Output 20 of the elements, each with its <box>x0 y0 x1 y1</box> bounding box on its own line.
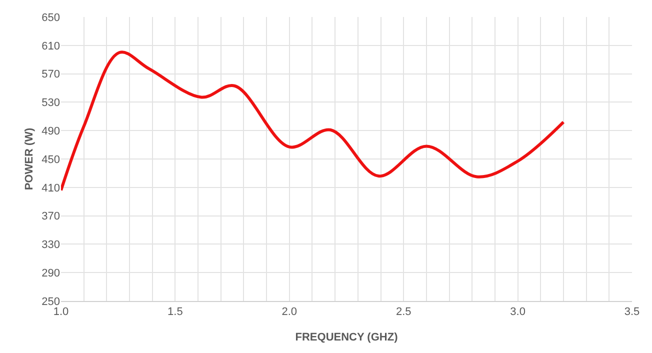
y-tick-label: 410 <box>42 182 60 194</box>
y-tick-label: 490 <box>42 125 60 138</box>
line-series <box>61 50 565 192</box>
x-tick-label: 3.5 <box>624 306 640 318</box>
y-tick-label: 290 <box>42 267 60 280</box>
y-tick-label: 450 <box>42 154 60 166</box>
y-tick-label: 370 <box>42 210 60 223</box>
x-tick-label: 1.5 <box>168 306 183 318</box>
y-tick-label: 330 <box>42 239 60 252</box>
y-tick-label: 650 <box>42 12 60 24</box>
x-tick-label: 2.5 <box>396 306 412 318</box>
y-tick-label: 570 <box>42 68 60 81</box>
y-tick-label: 530 <box>42 97 60 110</box>
x-tick-label: 1.0 <box>53 306 69 318</box>
y-tick-label: 610 <box>42 40 60 52</box>
x-tick-label: 2.0 <box>282 306 298 318</box>
y-tick-label: 250 <box>42 296 60 308</box>
x-tick-label: 3.0 <box>510 306 526 318</box>
y-axis-title: POWER (W) <box>23 128 36 190</box>
x-axis-title: FREQUENCY (GHZ) <box>295 331 398 344</box>
